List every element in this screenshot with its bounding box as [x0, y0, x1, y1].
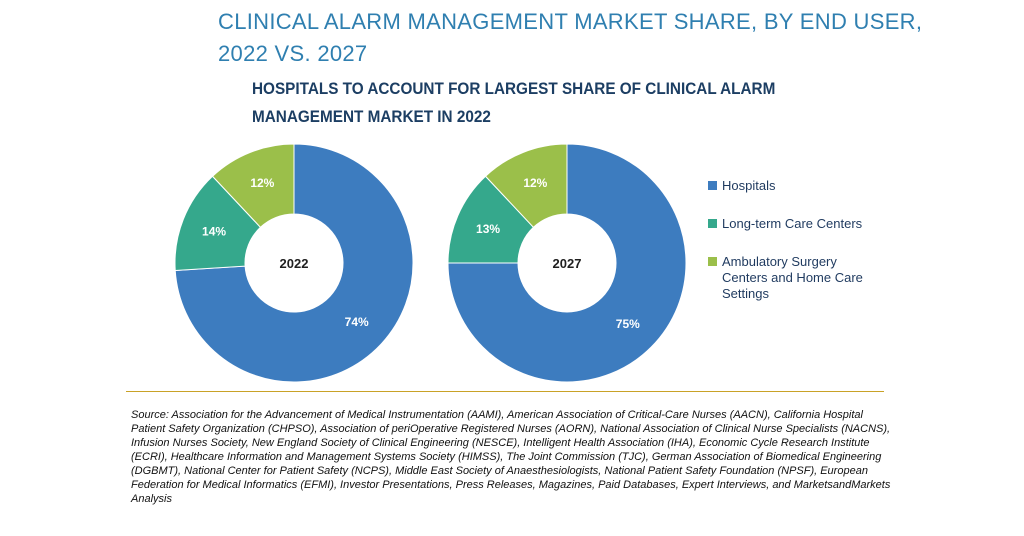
divider-rule: [126, 391, 884, 392]
slice-2027-2: [484, 143, 568, 228]
legend-swatch-long-term-care: [708, 219, 717, 228]
legend-item-hospitals: Hospitals: [708, 178, 878, 194]
legend: Hospitals Long-term Care Centers Ambulat…: [708, 178, 878, 324]
slice-2027-0: [447, 143, 687, 383]
chart-subtitle: HOSPITALS TO ACCOUNT FOR LARGEST SHARE O…: [252, 79, 776, 126]
slice-label-2027-1: 13%: [476, 222, 500, 236]
slice-2022-0: [174, 143, 414, 383]
slice-2022-2: [211, 143, 295, 228]
slice-label-2027-2: 12%: [523, 176, 547, 190]
slice-label-2022-0: 74%: [345, 315, 369, 329]
legend-label-long-term-care: Long-term Care Centers: [722, 216, 863, 231]
chart-title: CLINICAL ALARM MANAGEMENT MARKET SHARE, …: [218, 9, 923, 66]
slice-label-2022-1: 14%: [202, 224, 226, 238]
legend-swatch-ambulatory: [708, 257, 717, 266]
legend-label-ambulatory: Ambulatory Surgery Centers and Home Care…: [722, 254, 863, 301]
legend-swatch-hospitals: [708, 181, 717, 190]
donut-center-label-2022: 2022: [280, 256, 309, 271]
donut-charts: 74% 14% 12% 2022 75% 13% 12% 2027: [174, 143, 687, 383]
slice-label-2027-0: 75%: [616, 317, 640, 331]
slice-label-2022-2: 12%: [250, 176, 274, 190]
legend-label-hospitals: Hospitals: [722, 178, 776, 193]
legend-item-ambulatory: Ambulatory Surgery Centers and Home Care…: [708, 254, 878, 302]
donut-center-label-2027: 2027: [553, 256, 582, 271]
source-note: Source: Association for the Advancement …: [131, 409, 891, 505]
legend-item-long-term-care: Long-term Care Centers: [708, 216, 878, 232]
